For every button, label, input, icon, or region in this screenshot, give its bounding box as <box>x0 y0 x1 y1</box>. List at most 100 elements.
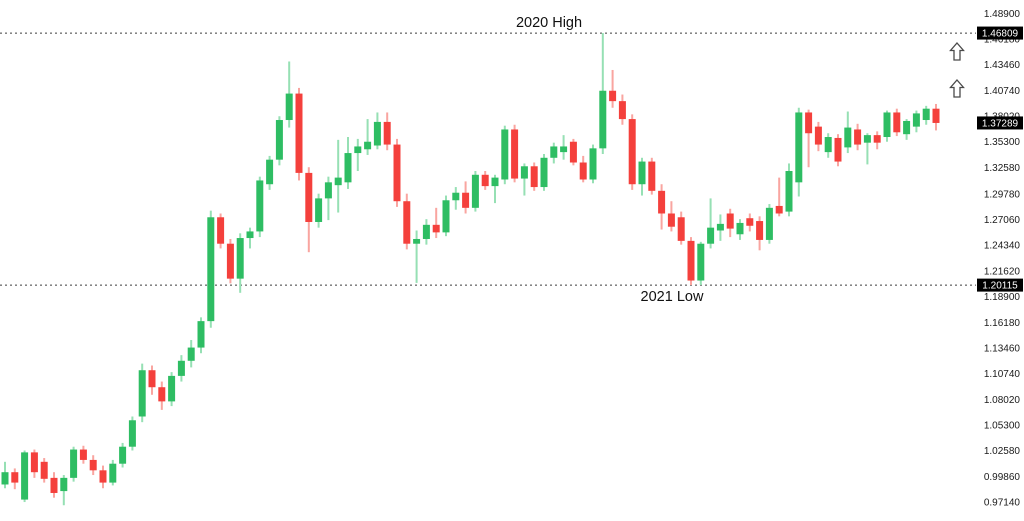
candle-down <box>775 205 783 214</box>
candle-up <box>315 198 323 222</box>
low-label: 2021 Low <box>641 289 704 305</box>
candle-down <box>609 90 617 102</box>
candle-down <box>746 218 754 226</box>
candle-wick <box>807 109 810 168</box>
candle-down <box>50 477 58 493</box>
candle-down <box>295 93 303 173</box>
candle-down <box>481 174 489 187</box>
candle-up <box>324 182 332 199</box>
candle-down <box>618 101 626 120</box>
candle-up <box>138 370 146 417</box>
candle-wick <box>611 69 614 108</box>
candles-group <box>1 33 940 506</box>
candle-down <box>628 119 636 185</box>
candle-down <box>383 121 391 145</box>
candle-down <box>687 240 695 281</box>
y-axis-tick: 1.32580 <box>984 163 1021 174</box>
candle-up <box>177 360 185 376</box>
candle-down <box>403 201 411 244</box>
candle-up <box>60 477 68 492</box>
candle-wick <box>415 230 418 283</box>
y-axis-tick: 1.24340 <box>984 241 1021 252</box>
candle-up <box>275 120 283 160</box>
candle-wick <box>866 133 869 165</box>
candle-wick <box>249 227 251 249</box>
y-axis-tick: 1.46180 <box>984 35 1021 46</box>
candle-down <box>89 459 97 471</box>
candle-up <box>550 146 558 158</box>
candle-up <box>422 224 430 239</box>
candle-wick <box>356 138 359 172</box>
y-axis-tick: 1.35300 <box>984 137 1021 148</box>
y-axis-tick: 1.43460 <box>984 60 1021 71</box>
y-axis-tick: 1.48900 <box>984 9 1021 20</box>
candle-down <box>226 243 234 279</box>
level-2020-high-badge <box>977 26 1023 40</box>
candle-down <box>873 135 881 143</box>
y-axis-tick: 1.13460 <box>984 343 1021 354</box>
candle-down <box>217 217 225 244</box>
candle-down <box>40 461 48 479</box>
y-axis-tick: 1.02580 <box>984 446 1021 457</box>
candle-up <box>109 463 117 483</box>
candle-up <box>119 446 127 464</box>
candle-wick <box>494 174 496 204</box>
candle-wick <box>337 139 340 213</box>
y-axis-tick: 0.97140 <box>984 498 1021 509</box>
candle-down <box>11 472 19 483</box>
up-arrow-marker <box>949 79 965 98</box>
candle-up <box>599 90 607 149</box>
y-axis-tick: 1.29780 <box>984 189 1021 200</box>
candle-up <box>697 243 705 281</box>
candle-up <box>716 223 724 231</box>
candle-up <box>795 112 803 183</box>
candle-up <box>236 238 244 279</box>
candle-up <box>520 166 528 179</box>
candle-down <box>511 129 519 179</box>
candle-up <box>256 180 264 232</box>
y-axis-tick: 1.05300 <box>984 420 1021 431</box>
candle-up <box>903 120 911 135</box>
candle-down <box>658 190 666 214</box>
candle-up <box>266 159 274 185</box>
candle-up <box>922 108 930 121</box>
candle-up <box>21 452 29 500</box>
candle-down <box>805 112 813 134</box>
y-axis-tick: 1.18900 <box>984 292 1021 303</box>
candle-up <box>452 192 460 201</box>
candle-up <box>589 148 597 180</box>
candle-wick <box>366 119 369 155</box>
candle-up <box>736 222 744 235</box>
candle-up <box>844 127 852 148</box>
candle-up <box>344 153 352 183</box>
candle-wick <box>778 177 781 217</box>
candle-up <box>168 375 176 402</box>
candle-up <box>187 347 195 361</box>
high-label: 2020 High <box>516 15 582 31</box>
candle-up <box>863 135 871 143</box>
y-axis-tick: 1.21620 <box>984 266 1021 277</box>
candle-up <box>707 227 715 244</box>
candle-up <box>883 112 891 138</box>
candle-up <box>824 137 832 153</box>
candle-down <box>393 144 401 202</box>
candle-up <box>442 200 450 233</box>
candle-up <box>638 161 646 185</box>
y-axis-tick: 0.99860 <box>984 472 1021 483</box>
candle-wick <box>709 198 712 249</box>
candle-up <box>471 174 479 208</box>
candle-down <box>893 112 901 133</box>
y-axis-tick: 1.16180 <box>984 318 1021 329</box>
candle-up <box>373 121 381 146</box>
candle-down <box>756 221 764 240</box>
candle-down <box>462 192 470 208</box>
y-axis-tick: 1.10740 <box>984 369 1021 380</box>
candle-up <box>491 177 499 187</box>
candle-up <box>354 146 362 154</box>
up-arrow-marker <box>949 42 965 61</box>
last-price-badge-value: 1.37289 <box>982 118 1019 129</box>
candle-down <box>854 129 862 145</box>
candle-down <box>569 141 577 163</box>
